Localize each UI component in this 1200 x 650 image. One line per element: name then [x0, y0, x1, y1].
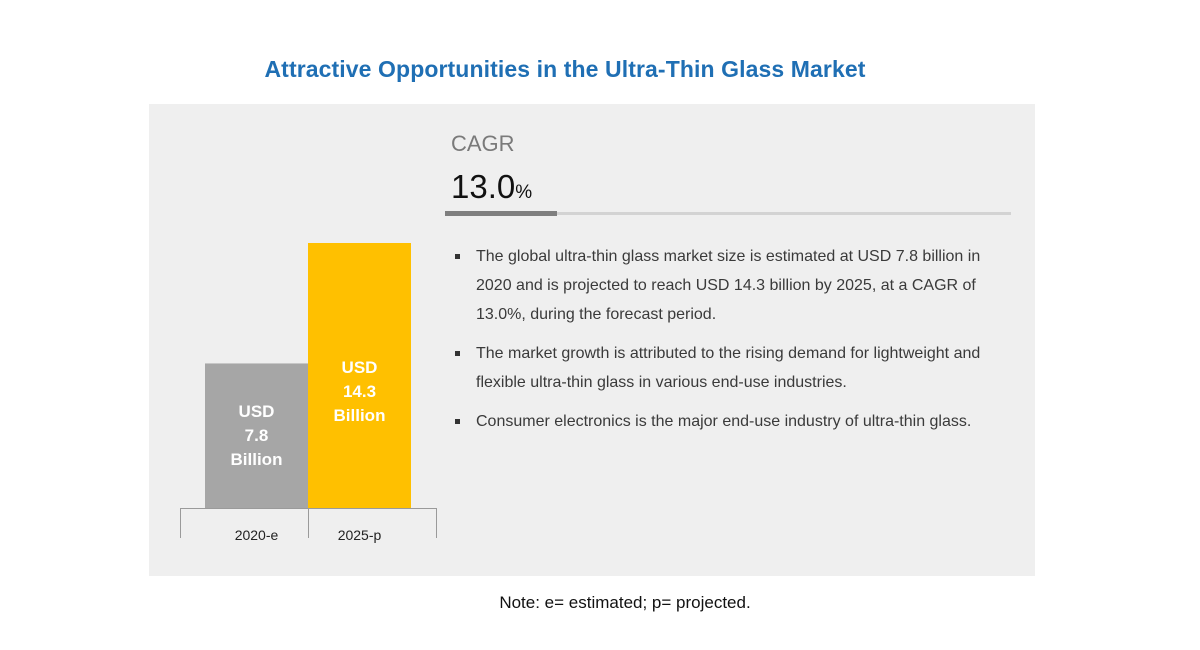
bar-data-label-line: Billion: [230, 449, 283, 469]
bar-2025-p: [308, 243, 411, 508]
cagr-label: CAGR: [451, 131, 515, 156]
cagr-number: 13.0: [451, 168, 516, 205]
bar-data-label-line: Billion: [333, 406, 386, 425]
bar-data-label: USD 7.8 Billion: [205, 400, 308, 472]
bar-data-label-line: 7.8: [244, 425, 269, 445]
bullet-icon: [455, 419, 460, 424]
bar-data-label-line: USD: [341, 358, 378, 377]
divider-rule: [445, 212, 1011, 215]
divider-accent: [445, 211, 557, 216]
x-tick-label: 2025-p: [337, 527, 382, 543]
bar-data-label-line: 14.3: [342, 382, 377, 401]
bullet-text: The market growth is attributed to the r…: [476, 345, 981, 391]
bar-data-label-line: USD: [238, 401, 275, 421]
bullet-text: The global ultra-thin glass market size …: [476, 248, 981, 323]
key-findings-list: The global ultra-thin glass market size …: [452, 242, 997, 446]
bar-2020-e: [205, 363, 308, 508]
bullet-item: The market growth is attributed to the r…: [452, 339, 997, 397]
bullet-item: The global ultra-thin glass market size …: [452, 242, 997, 329]
page-title: Attractive Opportunities in the Ultra-Th…: [264, 56, 866, 82]
cagr-value: 13.0%: [451, 168, 532, 206]
bullet-icon: [455, 351, 460, 356]
footnote: Note: e= estimated; p= projected.: [499, 593, 751, 612]
bar-data-label: USD 14.3 Billion: [308, 356, 411, 428]
bullet-icon: [455, 254, 460, 259]
cagr-unit: %: [515, 182, 533, 203]
x-tick-label: 2020-e: [234, 527, 279, 543]
bullet-text: Consumer electronics is the major end-us…: [476, 413, 972, 430]
bullet-item: Consumer electronics is the major end-us…: [452, 407, 997, 436]
